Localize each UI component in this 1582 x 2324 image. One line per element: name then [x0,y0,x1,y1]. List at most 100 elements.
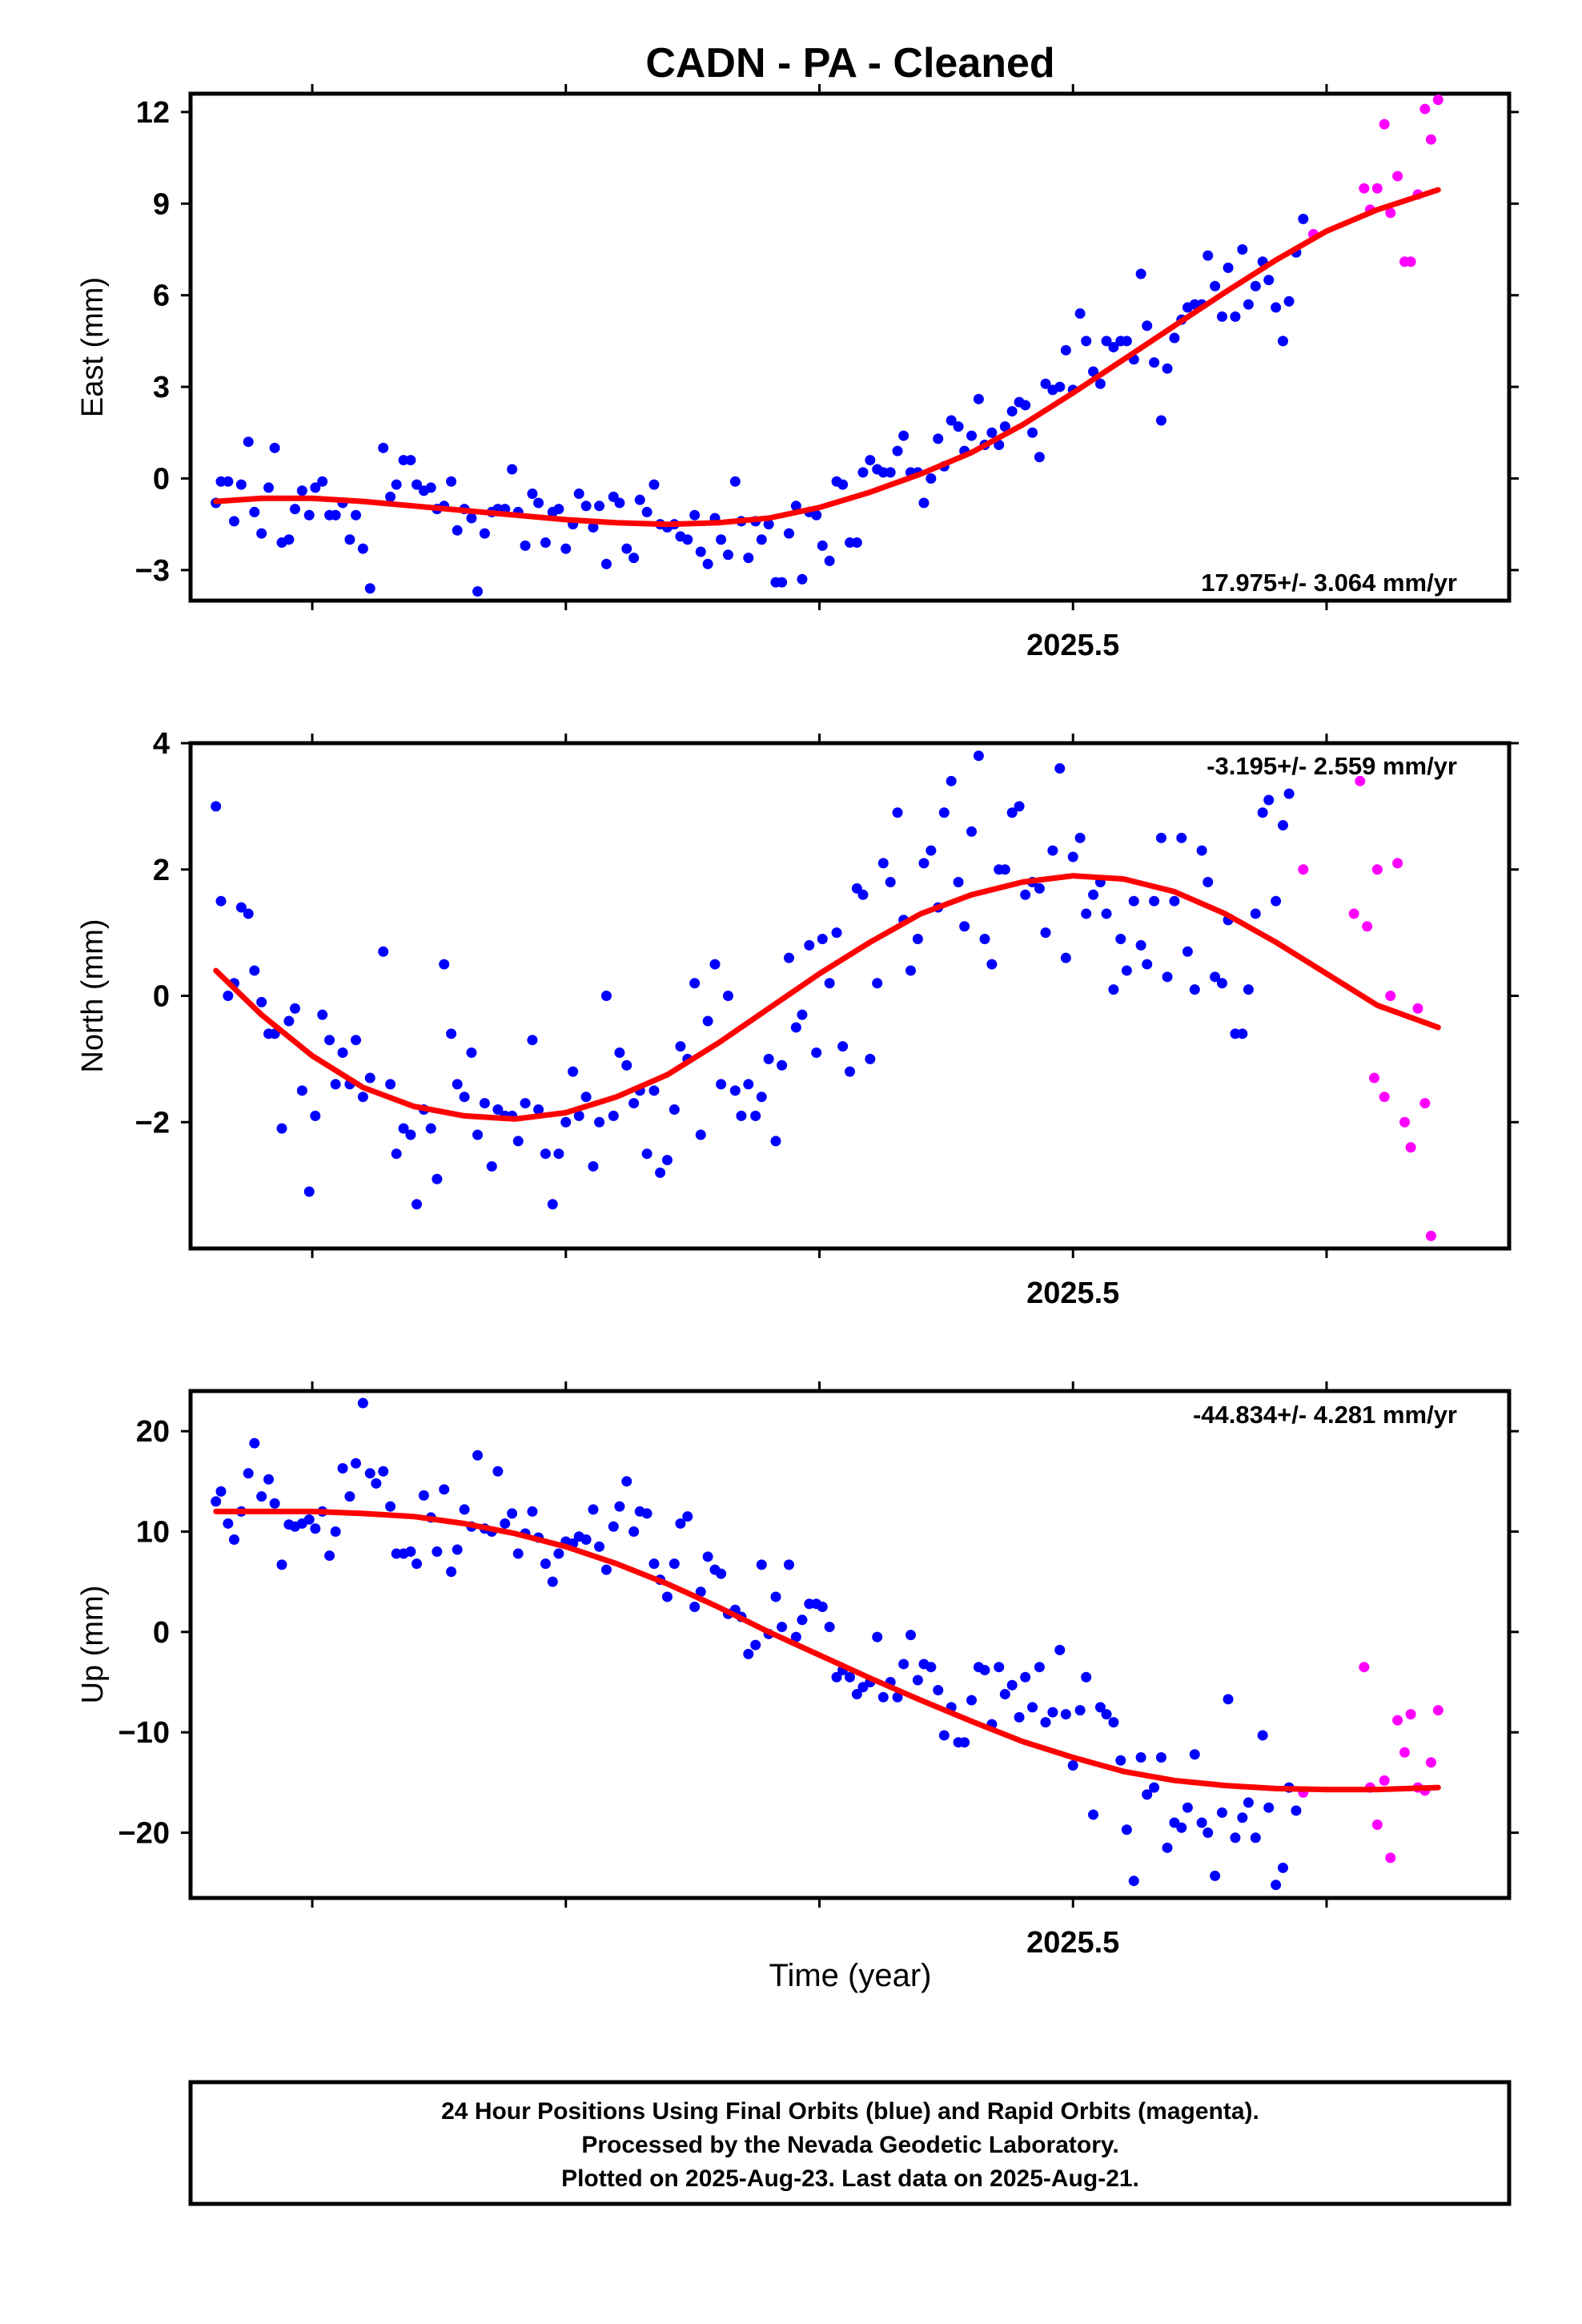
up-final-point [357,1397,368,1409]
up-final-point [1060,1709,1071,1720]
up-final-point [1216,1807,1227,1818]
east-final-point [1006,406,1018,417]
north-final-point [1203,877,1214,888]
east-final-point [1155,415,1166,426]
up-final-point [540,1558,551,1570]
north-final-point [946,775,957,786]
up-final-point [507,1508,518,1519]
east-final-point [466,513,477,524]
east-y-axis-label: East (mm) [76,277,110,417]
up-rapid-point [1385,1852,1396,1864]
north-final-point [621,1059,632,1071]
up-final-point [702,1551,713,1562]
east-rapid-point [1419,103,1431,115]
north-rapid-point [1385,991,1396,1001]
north-final-point [661,1155,673,1166]
east-final-point [317,476,328,487]
east-final-point [553,504,564,515]
north-rate-label: -3.195+/- 2.559 mm/yr [1207,752,1457,780]
north-plot-frame [188,741,1512,1251]
east-rapid-point [1432,94,1443,106]
east-final-point [702,558,713,569]
up-final-point [1108,1717,1119,1728]
up-final-point [1203,1827,1214,1839]
east-final-point [790,501,801,512]
north-rapid-point [1362,921,1373,932]
up-final-point [452,1544,463,1555]
east-final-point [999,421,1010,432]
footer-line-2: Processed by the Nevada Geodetic Laborat… [581,2132,1118,2158]
east-final-point [330,509,341,521]
east-final-point [695,546,706,557]
north-final-point [877,858,889,869]
north-final-point [215,895,227,907]
east-final-point [378,442,389,453]
east-final-point [507,464,518,475]
east-final-point [1040,378,1051,389]
up-final-point [324,1550,335,1562]
east-final-point [953,421,964,432]
up-final-point [1149,1782,1160,1793]
up-final-point [750,1639,761,1651]
north-final-point [391,1148,402,1160]
up-final-point [1162,1842,1173,1853]
up-final-point [500,1518,511,1529]
up-final-point [716,1568,727,1579]
north-final-point [1088,889,1099,900]
north-final-point [1108,984,1119,995]
north-rapid-point [1405,1142,1416,1153]
up-ytick-label: 20 [136,1415,170,1449]
north-final-point [743,1079,754,1090]
up-final-point [831,1671,842,1683]
north-final-point [1176,832,1187,843]
north-final-point [337,1047,348,1058]
up-final-point [648,1558,660,1570]
east-final-point [986,427,998,438]
up-final-point [1054,1644,1066,1655]
up-final-point [418,1490,429,1501]
east-final-point [256,528,267,539]
north-final-point [568,1066,579,1077]
up-final-point [1196,1817,1207,1828]
up-rapid-point [1359,1662,1370,1673]
north-final-point [857,889,869,900]
north-final-point [675,1041,686,1052]
east-final-point [405,455,416,466]
north-y-axis-label: North (mm) [76,919,110,1072]
north-final-point [1263,794,1275,806]
up-final-point [378,1466,389,1477]
east-final-point [1162,363,1173,374]
east-final-point [817,540,828,551]
up-final-point [1230,1832,1241,1844]
east-ytick-label: 12 [136,96,170,130]
up-final-point [446,1566,457,1578]
north-final-point [628,1098,640,1109]
north-final-point [811,1047,822,1058]
up-final-point [432,1546,443,1558]
east-final-point [1298,213,1309,224]
north-final-point [729,1085,741,1096]
north-final-point [1271,895,1282,907]
east-final-point [1060,344,1071,356]
up-final-point [926,1662,937,1673]
up-final-point [770,1591,781,1602]
north-final-point [1054,763,1066,774]
up-final-point [1014,1711,1025,1723]
up-final-point [1094,1702,1106,1713]
up-final-point [1088,1809,1099,1820]
east-final-point [1169,332,1180,344]
east-final-point [573,489,584,500]
north-final-point [459,1092,470,1103]
north-final-point [1128,895,1139,907]
north-final-point [243,908,254,919]
up-final-point [608,1521,619,1532]
east-final-point [235,479,247,490]
north-final-point [330,1079,341,1090]
x-axis-label: Time (year) [769,1958,932,1993]
east-final-point [1203,250,1214,261]
up-y-axis-label: Up (mm) [76,1586,110,1704]
east-rapid-point [1405,256,1416,267]
east-final-point [1277,336,1288,347]
up-final-point [1142,1789,1153,1800]
north-final-point [1216,978,1227,989]
